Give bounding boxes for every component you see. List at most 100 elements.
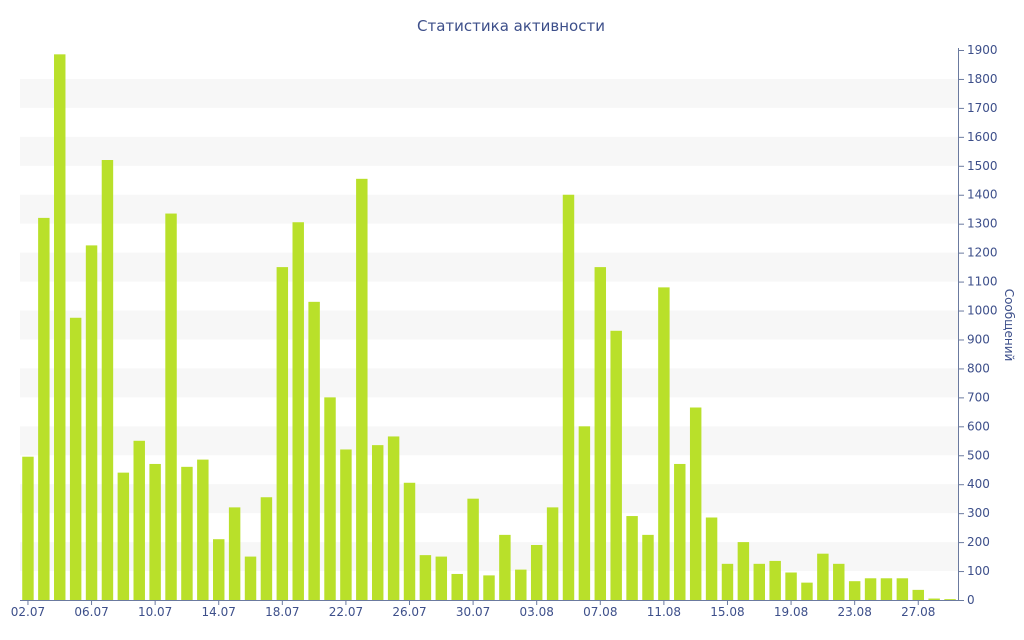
bar — [864, 578, 877, 600]
y-tick-label: 1100 — [967, 275, 998, 289]
bar — [658, 287, 670, 600]
bar — [626, 516, 638, 600]
bar — [165, 213, 177, 601]
y-tick-label: 800 — [967, 361, 990, 375]
bar — [213, 539, 225, 600]
bar — [721, 563, 734, 600]
bar — [22, 456, 34, 600]
x-tick-label: 10.07 — [138, 605, 172, 619]
bar — [499, 534, 511, 600]
y-tick-label: 0 — [967, 593, 975, 607]
bar — [403, 482, 416, 600]
bar — [705, 517, 718, 600]
bar — [674, 463, 686, 600]
bar — [642, 534, 654, 600]
x-tick-label: 22.07 — [329, 605, 363, 619]
grid-band — [20, 136, 958, 166]
bar — [546, 507, 559, 600]
bar — [562, 194, 575, 601]
bar — [324, 397, 336, 600]
grid-band — [20, 194, 958, 224]
bar — [133, 440, 145, 600]
bar — [817, 553, 829, 600]
bar — [197, 459, 209, 600]
x-tick-label: 19.08 — [774, 605, 808, 619]
y-tick-label: 1900 — [967, 43, 998, 57]
bar — [833, 563, 845, 600]
bar — [85, 245, 98, 600]
grid-band — [20, 78, 958, 108]
bar — [276, 267, 289, 600]
bar — [181, 466, 193, 600]
x-tick-label: 23.08 — [837, 605, 871, 619]
bar — [38, 217, 50, 600]
bar — [244, 556, 257, 600]
y-tick-label: 700 — [967, 390, 990, 404]
y-tick-label: 200 — [967, 535, 990, 549]
bar — [308, 301, 320, 600]
grid-band — [20, 252, 958, 282]
bar — [435, 556, 448, 600]
bar — [769, 560, 781, 600]
x-tick-label: 27.08 — [901, 605, 935, 619]
y-tick-label: 1800 — [967, 72, 998, 86]
y-tick-label: 1400 — [967, 188, 998, 202]
bar — [149, 463, 161, 600]
y-tick-label: 1300 — [967, 217, 998, 231]
y-tick-label: 1000 — [967, 304, 998, 318]
bar-series — [22, 54, 956, 601]
x-tick-label: 14.07 — [202, 605, 236, 619]
bar — [896, 578, 909, 600]
bar — [483, 575, 495, 600]
x-tick-label: 18.07 — [265, 605, 299, 619]
x-tick-label: 30.07 — [456, 605, 490, 619]
y-tick-label: 600 — [967, 419, 990, 433]
bar — [260, 497, 273, 600]
x-axis-ticks: 02.07 06.07 10.07 14.07 18.07 22.07 26.07 30.07… — [11, 600, 935, 619]
y-tick-label: 900 — [967, 332, 990, 346]
y-tick-label: 1600 — [967, 130, 998, 144]
x-tick-label: 02.07 — [11, 605, 45, 619]
bar — [228, 507, 241, 600]
bar — [101, 160, 114, 600]
bar — [451, 573, 463, 600]
bar — [117, 472, 130, 600]
bar — [785, 572, 797, 600]
bar — [292, 222, 304, 601]
bar — [515, 569, 527, 600]
bar — [689, 407, 702, 600]
chart-title: Статистика активности — [417, 17, 605, 35]
bar — [912, 589, 924, 600]
bar — [944, 599, 956, 600]
bar — [594, 267, 607, 600]
grid-band — [20, 426, 958, 456]
y-axis-ticks: 0 100 200 300 400 500 600 700 800 900 1000 1100 1200… — [958, 43, 998, 607]
grid-band — [20, 368, 958, 398]
bar — [54, 54, 66, 600]
bar — [753, 563, 765, 600]
x-tick-label: 07.08 — [583, 605, 617, 619]
bar — [801, 582, 813, 600]
bar — [371, 445, 384, 600]
bar — [356, 178, 368, 600]
grid-band — [20, 310, 958, 340]
x-tick-label: 11.08 — [647, 605, 681, 619]
y-tick-label: 100 — [967, 564, 990, 578]
y-tick-label: 1200 — [967, 246, 998, 260]
bar — [610, 330, 622, 600]
y-axis-title: Сообщений — [1002, 289, 1016, 362]
bar — [467, 498, 479, 600]
x-tick-label: 15.08 — [710, 605, 744, 619]
bar — [880, 578, 893, 600]
bar — [419, 555, 432, 600]
y-tick-label: 500 — [967, 448, 990, 462]
bar — [340, 449, 352, 600]
x-tick-label: 03.08 — [520, 605, 554, 619]
x-tick-label: 06.07 — [74, 605, 108, 619]
bar — [928, 598, 940, 600]
bar — [737, 542, 750, 600]
bar — [387, 436, 400, 600]
bar — [578, 426, 591, 600]
y-tick-label: 1700 — [967, 101, 998, 115]
